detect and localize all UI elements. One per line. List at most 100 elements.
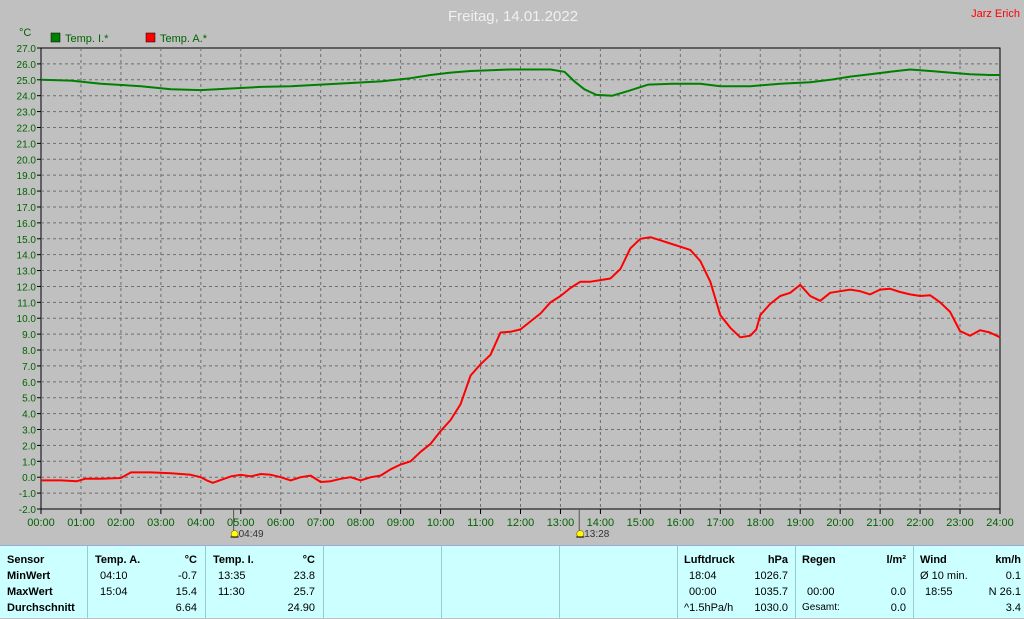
temp-a-unit: °C — [184, 554, 197, 566]
y-tick-label: 24.0 — [17, 92, 37, 103]
series-line-indoor — [40, 68, 1000, 97]
col-empty-1 — [324, 546, 442, 619]
y-tick-label: 25.0 — [17, 76, 37, 87]
x-tick-label: 08:00 — [347, 517, 375, 529]
temp-a-avg-value: 6.64 — [175, 602, 197, 614]
temp-i-max-value: 25.7 — [293, 586, 315, 598]
y-tick-label: 9.0 — [22, 330, 36, 341]
temp-i-avg-value: 24.90 — [287, 602, 315, 614]
x-tick-label: 22:00 — [906, 517, 934, 529]
temp-a-header: Temp. A. — [95, 554, 141, 566]
x-tick-label: 00:00 — [27, 517, 55, 529]
luftdruck-avg-value: 1030.0 — [754, 602, 788, 614]
luftdruck-unit: hPa — [767, 554, 788, 566]
temp-i-max-time: 11:30 — [218, 586, 245, 598]
regen-unit: l/m² — [886, 554, 906, 566]
legend-label-indoor: Temp. I.* — [65, 33, 109, 45]
legend-swatch-outdoor — [145, 32, 156, 43]
y-tick-label: 19.0 — [17, 171, 37, 182]
row-label-avg: Durchschnitt — [7, 602, 75, 614]
col-sensor: Sensor MinWert MaxWert Durchschnitt — [0, 546, 88, 619]
y-tick-label: 27.0 — [17, 44, 37, 55]
x-tick-label: 23:00 — [946, 517, 974, 529]
x-tick-label: 13:00 — [547, 517, 575, 529]
luftdruck-max-value: 1035.7 — [754, 586, 788, 598]
x-axis-ticks: 00:00 01:00 02:00 03:00 04:00 05:00 06:00 07:00… — [27, 509, 1014, 529]
y-tick-label: 13.0 — [17, 267, 37, 278]
legend-swatch-indoor — [50, 32, 61, 43]
y-tick-label: -2.0 — [19, 505, 37, 516]
temp-i-header: Temp. I. — [213, 554, 254, 566]
x-tick-label: 06:00 — [267, 517, 295, 529]
x-tick-label: 05:00 — [227, 517, 255, 529]
x-tick-label: 18:00 — [746, 517, 774, 529]
temp-a-max-time: 15:04 — [100, 586, 128, 598]
y-tick-label: 16.0 — [17, 219, 37, 230]
x-tick-label: 01:00 — [67, 517, 95, 529]
wind-max-value: N 26.1 — [988, 586, 1021, 598]
x-tick-label: 07:00 — [307, 517, 335, 529]
luftdruck-min-value: 1026.7 — [754, 570, 788, 582]
y-tick-label: 5.0 — [22, 394, 36, 405]
sun-event-time: 13:28 — [584, 529, 609, 540]
wind-header: Wind — [920, 554, 947, 566]
luftdruck-trend: ^1.5hPa/h — [684, 602, 734, 614]
regen-total-value: 0.0 — [890, 602, 906, 614]
col-wind: Wind km/h Ø 10 min. 18:55 0.1 N 26.1 3.4 — [914, 546, 1024, 619]
legend: Temp. I.* Temp. A.* — [50, 32, 208, 45]
sunrise-icon — [230, 530, 239, 538]
sun-event-time: 04:49 — [239, 529, 264, 540]
regen-total-label: Gesamt: — [802, 602, 840, 613]
temp-i-unit: °C — [302, 554, 315, 566]
y-tick-label: 6.0 — [22, 378, 36, 389]
regen-max-time: 00:00 — [807, 586, 835, 598]
x-tick-label: 21:00 — [866, 517, 894, 529]
grid-lines — [41, 48, 1000, 509]
luftdruck-header: Luftdruck — [684, 554, 735, 566]
statistics-table: Sensor MinWert MaxWert Durchschnitt Temp… — [0, 545, 1024, 619]
x-tick-label: 17:00 — [707, 517, 735, 529]
x-tick-label: 19:00 — [786, 517, 814, 529]
legend-label-outdoor: Temp. A.* — [160, 33, 208, 45]
y-tick-label: 3.0 — [22, 426, 36, 437]
x-tick-label: 20:00 — [826, 517, 854, 529]
temp-a-max-value: 15.4 — [175, 586, 197, 598]
col-empty-2 — [442, 546, 560, 619]
y-tick-label: 2.0 — [22, 441, 36, 452]
col-temp-i: Temp. I. °C 13:35 11:30 23.8 25.7 24.90 — [206, 546, 324, 619]
regen-header: Regen — [802, 554, 836, 566]
x-tick-label: 11:00 — [467, 517, 494, 529]
regen-max-value: 0.0 — [890, 586, 906, 598]
y-tick-label: 10.0 — [17, 314, 37, 325]
y-tick-label: 21.0 — [17, 139, 37, 150]
y-tick-label: 14.0 — [17, 251, 37, 262]
y-tick-label: 26.0 — [17, 60, 37, 71]
y-unit-label: °C — [19, 27, 31, 39]
y-tick-label: 7.0 — [22, 362, 36, 373]
x-tick-label: 03:00 — [147, 517, 175, 529]
y-tick-label: 1.0 — [22, 457, 36, 468]
sensor-header: Sensor — [7, 554, 45, 566]
author-label: Jarz Erich — [971, 8, 1020, 20]
row-label-max: MaxWert — [7, 586, 53, 598]
x-tick-label: 02:00 — [107, 517, 135, 529]
col-luftdruck: Luftdruck hPa 18:04 00:00 ^1.5hPa/h 1026… — [678, 546, 796, 619]
wind-avg-value: 0.1 — [1005, 570, 1021, 582]
y-tick-label: 18.0 — [17, 187, 37, 198]
wind-avg-label: Ø 10 min. — [920, 570, 968, 582]
sunset-icon — [576, 530, 585, 538]
x-tick-label: 24:00 — [986, 517, 1014, 529]
temp-a-min-value: -0.7 — [178, 570, 197, 582]
wind-day-avg-value: 3.4 — [1005, 602, 1021, 614]
y-axis-ticks: -2.0 -1.0 0.0 1.0 2.0 3.0 4.0 5.0 6.0 7.0 8.0 9.0 10… — [17, 44, 41, 516]
x-tick-label: 10:00 — [427, 517, 455, 529]
y-tick-label: 12.0 — [17, 282, 37, 293]
x-tick-label: 14:00 — [587, 517, 615, 529]
temperature-chart: -2.0 -1.0 0.0 1.0 2.0 3.0 4.0 5.0 6.0 7.0 8.0 9.0 10… — [17, 8, 1020, 540]
y-tick-label: 15.0 — [17, 235, 37, 246]
temp-a-min-time: 04:10 — [100, 570, 128, 582]
x-tick-label: 09:00 — [387, 517, 415, 529]
row-label-min: MinWert — [7, 570, 51, 582]
y-tick-label: 22.0 — [17, 123, 37, 134]
y-tick-label: 20.0 — [17, 155, 37, 166]
